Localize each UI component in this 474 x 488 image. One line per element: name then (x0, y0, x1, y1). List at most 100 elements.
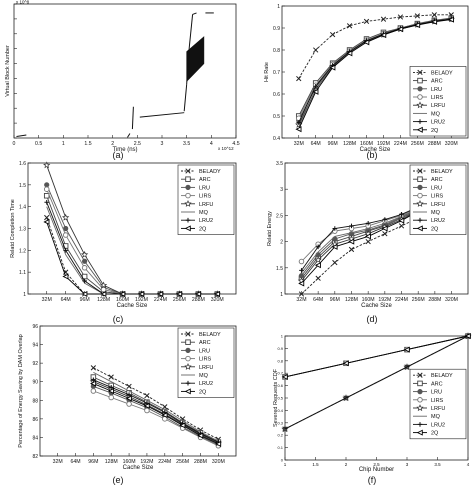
data-point-d-lrfu (314, 256, 322, 264)
legend-marker-e (185, 331, 191, 337)
data-point-c-2q (157, 290, 164, 298)
x-tick-label-d: 128M (345, 297, 358, 303)
series-line-e-lru2 (93, 379, 219, 443)
caption-e: (e) (113, 475, 124, 485)
caption-b: (b) (367, 150, 378, 160)
data-point-c-lirs (100, 286, 107, 293)
series-f-2q (281, 332, 471, 380)
data-point-e-2q (107, 387, 114, 395)
data-point-d-lirs (298, 258, 305, 265)
caption-c: (c) (113, 314, 124, 324)
legend-label-b: LIRS (431, 95, 444, 101)
legend-marker-c (185, 217, 191, 223)
data-point-c-2q (100, 290, 107, 298)
data-point-e-2q (143, 402, 150, 409)
legend-marker-f (416, 429, 423, 436)
data-point-d-lru2 (382, 217, 388, 222)
data-point-b-2q (312, 88, 319, 95)
series-line-f-2q (284, 335, 469, 378)
data-point-c-2q (119, 290, 126, 298)
data-point-c-2q (213, 290, 221, 298)
legend-label-e: 2Q (199, 389, 207, 395)
x-exponent-a: x 10^12 (218, 146, 234, 151)
legend-label-f: BELADY (431, 373, 453, 379)
x-tick-label-b: 256M (411, 141, 424, 147)
legend-marker-d (417, 176, 423, 182)
data-point-f-lru2 (282, 426, 288, 432)
data-point-e-2q (197, 432, 204, 439)
trace-segment-a (139, 112, 185, 118)
caption-f: (f) (368, 475, 377, 485)
legend-marker-c (185, 184, 191, 190)
legend-label-f: LRFU (431, 406, 445, 412)
y-tick-label-f: 0.7 (277, 371, 283, 376)
x-tick-label-d: 288M (428, 297, 441, 303)
y-tick-label-e: 82 (32, 454, 38, 460)
data-point-d-lru2 (399, 212, 404, 217)
data-point-e-belady (126, 383, 132, 390)
trace-segment-a (131, 106, 134, 130)
series-line-e-lrfu (93, 381, 219, 444)
x-tick-label-e: 64M (70, 459, 80, 465)
y-tick-label-b: 0.5 (273, 114, 280, 120)
data-point-e-lirs (126, 401, 132, 407)
legend-marker-f (417, 397, 423, 403)
legend-label-f: LRU (431, 390, 442, 396)
data-point-c-belady (63, 269, 69, 275)
y-tick-label-b: 0.4 (273, 136, 280, 142)
y-tick-label-b: 0.7 (273, 70, 280, 76)
x-tick-label-d: 96M (330, 297, 340, 303)
y-tick-label-e: 86 (32, 417, 38, 423)
series-e-lirs (90, 388, 222, 449)
legend-label-e: LIRS (199, 357, 212, 363)
data-point-b-2q (431, 18, 438, 25)
legend-label-e: ARC (199, 340, 211, 346)
data-point-c-lrfu (80, 250, 89, 258)
y-tick-label-f: 0.1 (277, 445, 283, 450)
data-point-e-lru2 (108, 384, 114, 390)
legend-label-d: MQ (431, 210, 441, 216)
legend-marker-e (185, 355, 191, 362)
legend-label-c: MQ (199, 210, 209, 216)
y-axis-label-e: Percentage of Energy Saving by DAM Overl… (18, 334, 24, 447)
x-tick-label-e: 160M (123, 459, 136, 465)
data-point-e-lirs (90, 388, 97, 394)
series-line-e-mq (93, 372, 219, 442)
data-point-d-lru2 (332, 226, 338, 231)
data-point-d-lru2 (365, 220, 371, 226)
y-tick-label-c: 1.1 (19, 270, 26, 276)
data-point-d-2q (364, 233, 371, 240)
x-tick-label-e: 224M (158, 459, 171, 465)
data-point-e-2q (161, 412, 168, 419)
chart-a: 0 0.5 1 1.5 2 2.5 3 3.5 4 4.5x 10^12 x 10^8 Time (n… (5, 0, 240, 160)
y-tick-label-e: 96 (32, 324, 38, 330)
dense-trace-band-a (186, 36, 205, 83)
y-tick-label-e: 84 (32, 435, 38, 441)
legend-marker-c (184, 199, 192, 207)
series-b-belady (296, 12, 454, 82)
data-point-b-2q (329, 64, 336, 71)
data-point-f-2q (464, 332, 471, 340)
legend-marker-f (417, 372, 423, 378)
x-tick-label-c: 96M (80, 297, 90, 303)
y-tick-label-c: 1.5 (19, 183, 26, 189)
series-b-2q (295, 16, 455, 133)
data-point-e-lru2 (91, 377, 96, 383)
data-point-d-belady (315, 275, 321, 281)
x-tick-label-c: 128M (97, 297, 110, 303)
x-tick-label-d: 160M (362, 297, 375, 303)
x-tick-label-d: 320M (445, 297, 458, 303)
y-axis-label-a: Virtual Block Number (5, 45, 11, 97)
data-point-c-lru2 (44, 200, 50, 205)
legend-label-e: LRU2 (199, 381, 213, 387)
legend-b: BELADY ARC LRU LIRS LRFU MQ LRU2 2Q (409, 66, 467, 137)
trace-segment-a (192, 12, 197, 15)
legend-marker-c (184, 225, 191, 232)
data-point-b-belady (414, 13, 421, 19)
x-tick-label-a: 2.5 (134, 141, 141, 147)
legend-marker-d (417, 184, 423, 190)
legend-label-e: LRFU (199, 365, 213, 371)
data-point-c-2q (138, 290, 145, 298)
legend-label-b: ARC (431, 79, 443, 85)
chart-b: 0.4 0.5 0.6 0.7 0.8 0.9 1 32M 64M 96M 128M 160M 192M… (264, 4, 469, 160)
